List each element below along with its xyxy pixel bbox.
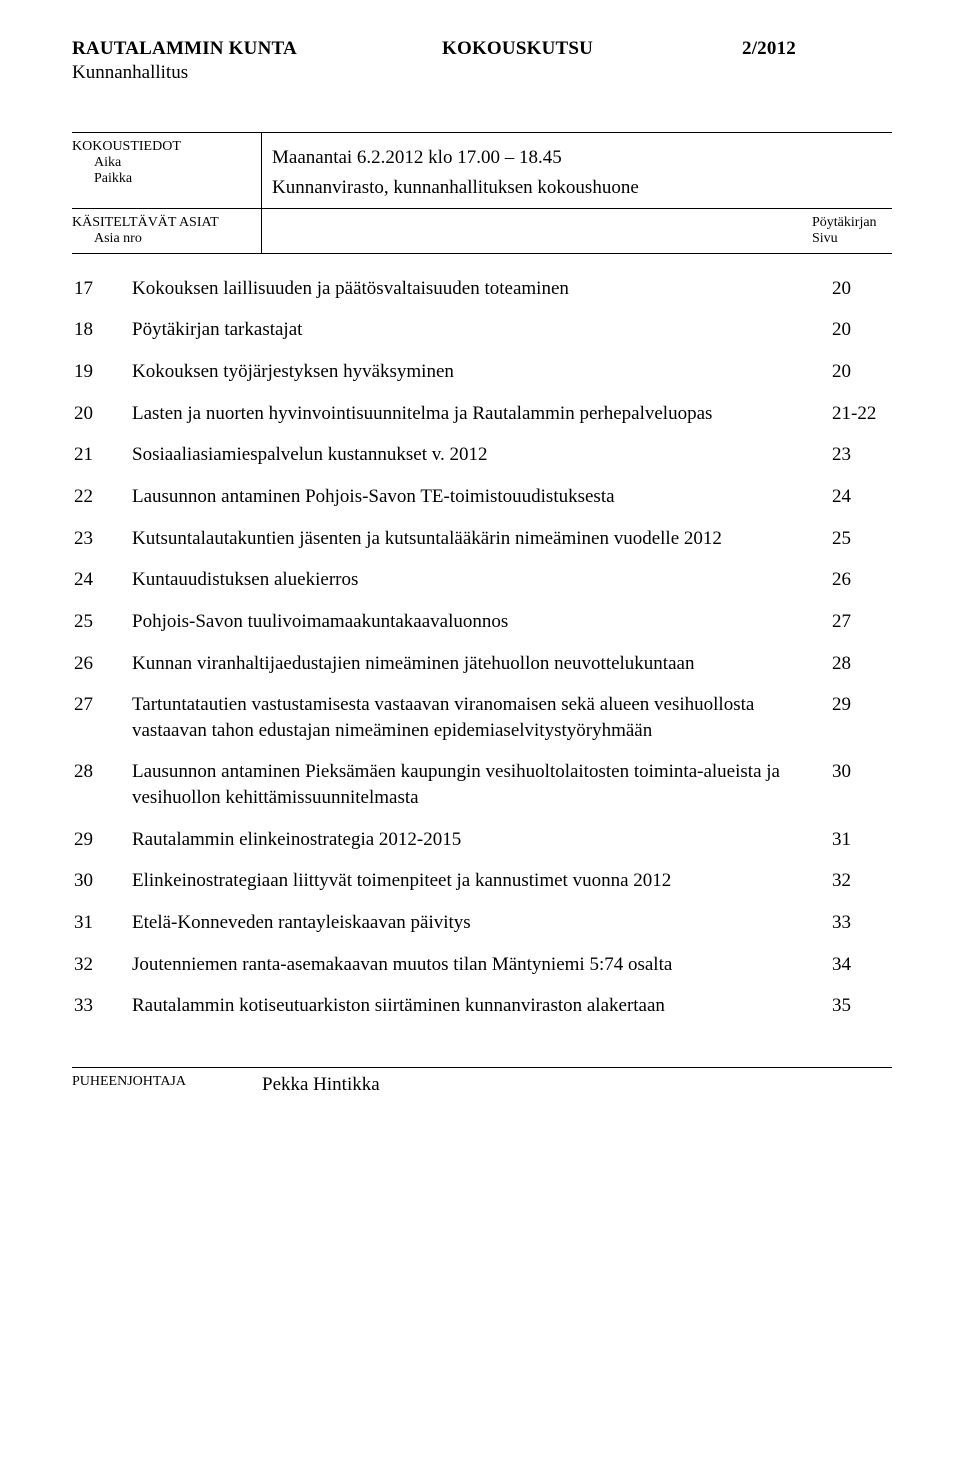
agenda-item-page: 23 xyxy=(828,434,892,476)
agenda-row: 27Tartuntatautien vastustamisesta vastaa… xyxy=(72,684,892,751)
agenda-row: 20Lasten ja nuorten hyvinvointisuunnitel… xyxy=(72,393,892,435)
agenda-item-text: Kutsuntalautakuntien jäsenten ja kutsunt… xyxy=(128,518,828,560)
chair-row: PUHEENJOHTAJA Pekka Hintikka xyxy=(72,1067,892,1096)
agenda-items-area: 17Kokouksen laillisuuden ja päätösvaltai… xyxy=(72,254,892,1027)
meeting-info-row: KOKOUSTIEDOT Aika Paikka Maanantai 6.2.2… xyxy=(72,133,892,209)
agenda-row: 24Kuntauudistuksen aluekierros26 xyxy=(72,559,892,601)
agenda-item-text: Pohjois-Savon tuulivoimamaakuntakaavaluo… xyxy=(128,601,828,643)
agenda-item-number: 19 xyxy=(72,351,128,393)
meeting-meta-values: Maanantai 6.2.2012 klo 17.00 – 18.45 Kun… xyxy=(262,133,892,208)
agenda-item-page: 20 xyxy=(828,351,892,393)
agenda-item-text: Kokouksen työjärjestyksen hyväksyminen xyxy=(128,351,828,393)
label-poytakirjan: Pöytäkirjan xyxy=(812,215,892,231)
agenda-row: 28Lausunnon antaminen Pieksämäen kaupung… xyxy=(72,751,892,818)
agenda-item-number: 25 xyxy=(72,601,128,643)
agenda-item-text: Lausunnon antaminen Pohjois-Savon TE-toi… xyxy=(128,476,828,518)
agenda-item-text: Kuntauudistuksen aluekierros xyxy=(128,559,828,601)
agenda-item-page: 27 xyxy=(828,601,892,643)
agenda-item-number: 28 xyxy=(72,751,128,818)
agenda-item-text: Pöytäkirjan tarkastajat xyxy=(128,309,828,351)
agenda-item-number: 32 xyxy=(72,944,128,986)
label-asia-nro: Asia nro xyxy=(94,231,261,247)
label-chair: PUHEENJOHTAJA xyxy=(72,1074,262,1090)
agenda-header-row: KÄSITELTÄVÄT ASIAT Asia nro Pöytäkirjan … xyxy=(72,209,892,254)
agenda-row: 25Pohjois-Savon tuulivoimamaakuntakaaval… xyxy=(72,601,892,643)
label-sivu: Sivu xyxy=(812,231,892,247)
label-paikka: Paikka xyxy=(94,171,261,187)
document-header: RAUTALAMMIN KUNTA KOKOUSKUTSU 2/2012 xyxy=(72,38,892,60)
agenda-item-number: 30 xyxy=(72,860,128,902)
agenda-item-number: 22 xyxy=(72,476,128,518)
agenda-item-text: Lausunnon antaminen Pieksämäen kaupungin… xyxy=(128,751,828,818)
agenda-row: 22Lausunnon antaminen Pohjois-Savon TE-t… xyxy=(72,476,892,518)
page-col-header: Pöytäkirjan Sivu xyxy=(812,215,892,247)
agenda-item-number: 21 xyxy=(72,434,128,476)
agenda-item-number: 31 xyxy=(72,902,128,944)
agenda-row: 21Sosiaaliasiamiespalvelun kustannukset … xyxy=(72,434,892,476)
board-name: Kunnanhallitus xyxy=(72,62,892,84)
agenda-item-page: 24 xyxy=(828,476,892,518)
agenda-row: 18Pöytäkirjan tarkastajat20 xyxy=(72,309,892,351)
agenda-item-text: Joutenniemen ranta-asemakaavan muutos ti… xyxy=(128,944,828,986)
org-name: RAUTALAMMIN KUNTA xyxy=(72,38,442,60)
agenda-item-page: 32 xyxy=(828,860,892,902)
agenda-item-page: 20 xyxy=(828,309,892,351)
agenda-row: 19Kokouksen työjärjestyksen hyväksyminen… xyxy=(72,351,892,393)
agenda-item-number: 20 xyxy=(72,393,128,435)
agenda-item-text: Tartuntatautien vastustamisesta vastaava… xyxy=(128,684,828,751)
agenda-item-text: Kunnan viranhaltijaedustajien nimeäminen… xyxy=(128,643,828,685)
agenda-item-page: 34 xyxy=(828,944,892,986)
agenda-item-page: 30 xyxy=(828,751,892,818)
agenda-item-text: Rautalammin kotiseutuarkiston siirtämine… xyxy=(128,985,828,1027)
agenda-item-page: 21-22 xyxy=(828,393,892,435)
agenda-item-page: 33 xyxy=(828,902,892,944)
agenda-item-text: Elinkeinostrategiaan liittyvät toimenpit… xyxy=(128,860,828,902)
meeting-meta-labels: KOKOUSTIEDOT Aika Paikka xyxy=(72,133,262,208)
agenda-item-number: 17 xyxy=(72,268,128,310)
agenda-item-number: 29 xyxy=(72,819,128,861)
agenda-row: 29Rautalammin elinkeinostrategia 2012-20… xyxy=(72,819,892,861)
label-asiat: KÄSITELTÄVÄT ASIAT xyxy=(72,215,219,230)
agenda-item-page: 26 xyxy=(828,559,892,601)
agenda-item-text: Kokouksen laillisuuden ja päätösvaltaisu… xyxy=(128,268,828,310)
agenda-row: 30Elinkeinostrategiaan liittyvät toimenp… xyxy=(72,860,892,902)
agenda-item-number: 26 xyxy=(72,643,128,685)
agenda-row: 32Joutenniemen ranta-asemakaavan muutos … xyxy=(72,944,892,986)
label-kokoustiedot: KOKOUSTIEDOT xyxy=(72,139,181,154)
agenda-row: 33Rautalammin kotiseutuarkiston siirtämi… xyxy=(72,985,892,1027)
agenda-item-text: Rautalammin elinkeinostrategia 2012-2015 xyxy=(128,819,828,861)
agenda-item-number: 23 xyxy=(72,518,128,560)
chair-name: Pekka Hintikka xyxy=(262,1074,380,1096)
agenda-row: 26Kunnan viranhaltijaedustajien nimeämin… xyxy=(72,643,892,685)
agenda-item-page: 25 xyxy=(828,518,892,560)
doc-type: KOKOUSKUTSU xyxy=(442,38,742,60)
agenda-item-page: 35 xyxy=(828,985,892,1027)
paikka-value: Kunnanvirasto, kunnanhallituksen kokoush… xyxy=(272,173,892,203)
agenda-item-page: 29 xyxy=(828,684,892,751)
agenda-item-page: 20 xyxy=(828,268,892,310)
agenda-header-right: Pöytäkirjan Sivu xyxy=(262,209,892,253)
agenda-row: 23Kutsuntalautakuntien jäsenten ja kutsu… xyxy=(72,518,892,560)
agenda-item-number: 24 xyxy=(72,559,128,601)
agenda-item-number: 33 xyxy=(72,985,128,1027)
agenda-item-number: 18 xyxy=(72,309,128,351)
agenda-table-wrap: 17Kokouksen laillisuuden ja päätösvaltai… xyxy=(72,254,892,1027)
agenda-item-page: 28 xyxy=(828,643,892,685)
agenda-row: 31Etelä-Konneveden rantayleiskaavan päiv… xyxy=(72,902,892,944)
agenda-item-text: Etelä-Konneveden rantayleiskaavan päivit… xyxy=(128,902,828,944)
agenda-header-left: KÄSITELTÄVÄT ASIAT Asia nro xyxy=(72,209,262,253)
label-aika: Aika xyxy=(94,155,261,171)
agenda-item-number: 27 xyxy=(72,684,128,751)
agenda-item-text: Sosiaaliasiamiespalvelun kustannukset v.… xyxy=(128,434,828,476)
aika-value: Maanantai 6.2.2012 klo 17.00 – 18.45 xyxy=(272,143,892,173)
agenda-item-text: Lasten ja nuorten hyvinvointisuunnitelma… xyxy=(128,393,828,435)
agenda-item-page: 31 xyxy=(828,819,892,861)
doc-number: 2/2012 xyxy=(742,38,892,60)
document-page: RAUTALAMMIN KUNTA KOKOUSKUTSU 2/2012 Kun… xyxy=(0,0,960,1467)
agenda-row: 17Kokouksen laillisuuden ja päätösvaltai… xyxy=(72,268,892,310)
agenda-table: 17Kokouksen laillisuuden ja päätösvaltai… xyxy=(72,268,892,1027)
